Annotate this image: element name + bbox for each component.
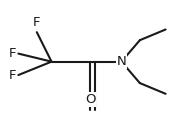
- Text: O: O: [85, 93, 95, 106]
- Text: F: F: [33, 16, 40, 29]
- Text: F: F: [9, 47, 17, 60]
- Text: F: F: [9, 68, 17, 82]
- Text: N: N: [117, 55, 126, 68]
